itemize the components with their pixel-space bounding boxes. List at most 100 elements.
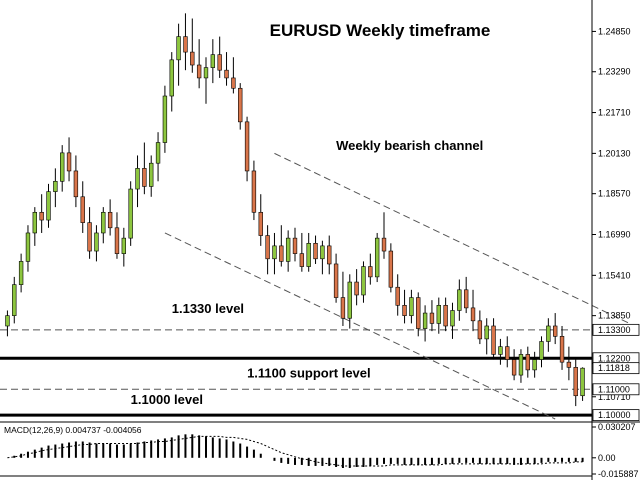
candle-body xyxy=(559,336,565,363)
candle xyxy=(66,137,72,182)
price-level-badge-label: 1.12200 xyxy=(598,353,631,363)
price-level-badge-label: 1.13300 xyxy=(598,325,631,335)
candle xyxy=(258,194,263,246)
candle-body xyxy=(409,297,414,316)
candle xyxy=(53,168,58,208)
candle xyxy=(470,289,476,332)
annotation-label: 1.1330 level xyxy=(172,301,244,316)
candle-body xyxy=(450,310,455,327)
candle xyxy=(196,39,202,89)
annotation-label: Weekly bearish channel xyxy=(336,138,483,153)
candle-body xyxy=(580,367,585,397)
candle-body xyxy=(422,312,428,329)
candle xyxy=(505,336,510,368)
candle xyxy=(210,39,216,84)
macd-tick-label: 0.00 xyxy=(598,453,616,463)
candle xyxy=(484,318,489,355)
candle xyxy=(327,235,332,275)
candle xyxy=(94,225,99,262)
channel-lower-line xyxy=(164,232,556,420)
candle xyxy=(525,346,530,378)
candle xyxy=(395,274,400,316)
channel-upper-line xyxy=(274,152,640,329)
candle xyxy=(244,116,250,182)
candle-body xyxy=(94,232,99,252)
candle xyxy=(443,297,448,332)
candle-body xyxy=(333,263,339,298)
macd-indicator-label: MACD(12,26,9) 0.004737 -0.004056 xyxy=(4,425,142,435)
candle-body xyxy=(183,36,188,53)
candle xyxy=(559,325,565,370)
candle-body xyxy=(114,227,120,254)
candle-body xyxy=(135,168,140,190)
candle xyxy=(491,318,496,360)
price-tick-label: 1.13850 xyxy=(598,311,631,321)
candle xyxy=(340,271,346,326)
candle-body xyxy=(251,170,257,213)
candle-body xyxy=(32,211,37,234)
candle-body xyxy=(107,211,113,229)
candle xyxy=(155,132,161,182)
candle-body xyxy=(87,222,92,252)
macd-tick-label: 0.030207 xyxy=(598,422,636,432)
candle-body xyxy=(306,242,311,267)
candle xyxy=(518,349,524,383)
candle xyxy=(135,155,140,208)
candle-body xyxy=(566,361,572,368)
candle-body xyxy=(381,237,387,252)
candle-body xyxy=(176,36,181,61)
candle xyxy=(573,359,578,407)
candle xyxy=(251,160,257,221)
candle xyxy=(511,349,517,381)
candle-body xyxy=(5,315,10,327)
candle xyxy=(333,253,339,303)
price-tick-label: 1.24850 xyxy=(598,26,631,36)
candle-body xyxy=(327,245,332,265)
candle-body xyxy=(320,245,325,260)
candle xyxy=(224,52,229,86)
price-level-badge xyxy=(592,362,640,375)
price-level-badge xyxy=(592,383,640,396)
candle xyxy=(279,225,284,267)
candle xyxy=(416,292,421,337)
price-level-badge xyxy=(592,409,640,422)
candle-body xyxy=(258,211,263,236)
candle xyxy=(142,142,147,195)
candle xyxy=(532,351,537,378)
candle-body xyxy=(25,232,31,262)
annotation-label: 1.1100 support level xyxy=(247,365,371,380)
chart-title: EURUSD Weekly timeframe xyxy=(270,21,491,40)
candle xyxy=(149,155,154,197)
candle xyxy=(238,83,243,130)
price-tick-label: 1.23290 xyxy=(598,67,631,77)
candle xyxy=(169,52,174,112)
candle-body xyxy=(457,289,462,311)
price-tick-label: 1.16990 xyxy=(598,230,631,240)
candle-body xyxy=(491,325,496,355)
price-level-badge-label: 1.11818 xyxy=(598,363,630,373)
candle xyxy=(388,243,394,293)
candle-body xyxy=(217,54,222,71)
candle xyxy=(80,181,85,233)
candle xyxy=(114,212,120,259)
macd-tick-label: -0.015887 xyxy=(598,469,639,479)
candle-body xyxy=(354,281,359,296)
candle xyxy=(546,318,551,352)
price-tick-label: 1.18570 xyxy=(598,189,631,199)
candle-body xyxy=(203,67,209,79)
candle-body xyxy=(374,237,380,278)
candle xyxy=(231,57,236,94)
candle-body xyxy=(46,191,51,221)
candle-body xyxy=(573,367,578,397)
candle-body xyxy=(231,77,236,89)
candle-body xyxy=(53,180,58,192)
price-level-badge-label: 1.11000 xyxy=(598,384,630,394)
candle-body xyxy=(553,325,558,337)
candle xyxy=(265,225,270,275)
candle xyxy=(313,235,318,264)
candle-body xyxy=(546,325,551,342)
candle-body xyxy=(313,242,318,260)
candle-body xyxy=(402,305,407,316)
